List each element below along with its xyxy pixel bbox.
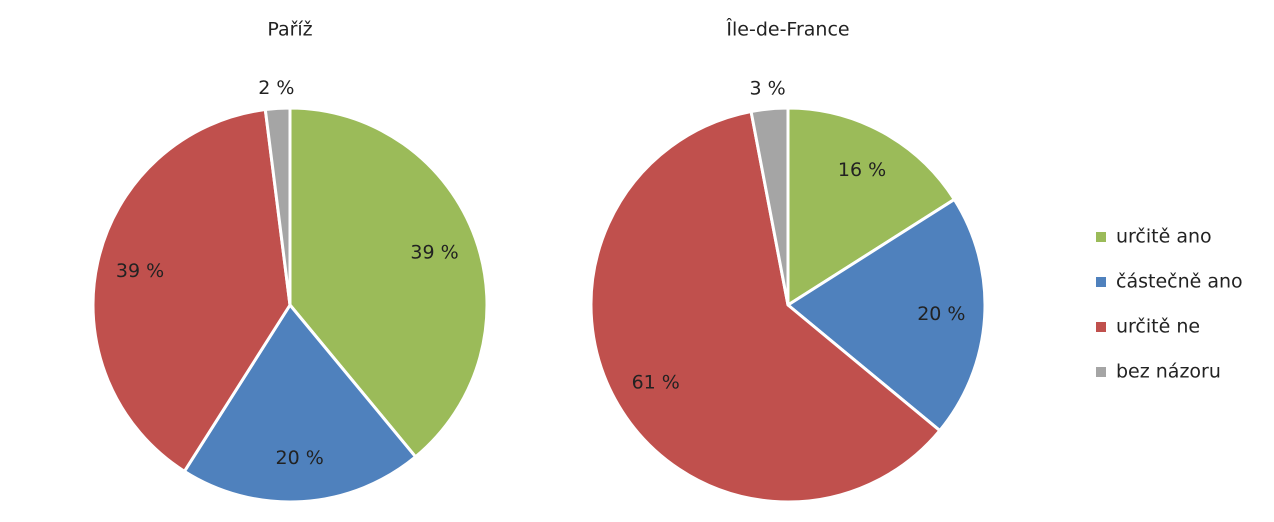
- legend-swatch: [1096, 322, 1106, 332]
- pie-slice: [786, 106, 956, 307]
- legend-label: bez názoru: [1116, 361, 1221, 383]
- pie-slice: [263, 106, 292, 307]
- legend-label: určitě ano: [1116, 226, 1212, 248]
- legend-swatch: [1096, 232, 1106, 242]
- pie-slice: [182, 303, 418, 504]
- data-label: 20 %: [276, 447, 324, 469]
- pie-slice: [786, 197, 987, 433]
- legend-swatch: [1096, 277, 1106, 287]
- pie-slice: [288, 106, 489, 459]
- chart-title: Île-de-France: [725, 18, 849, 41]
- pie-slice: [589, 109, 942, 504]
- data-label: 39 %: [116, 260, 164, 282]
- chart-title: Paříž: [267, 19, 312, 41]
- data-label: 16 %: [838, 159, 886, 181]
- data-label: 2 %: [258, 77, 294, 99]
- legend-label: částečně ano: [1116, 271, 1243, 293]
- legend-swatch: [1096, 367, 1106, 377]
- pie-slice: [749, 106, 790, 307]
- data-label: 20 %: [917, 303, 965, 325]
- pie-slice: [91, 108, 292, 473]
- data-label: 39 %: [410, 241, 458, 263]
- data-label: 61 %: [632, 372, 680, 394]
- legend-label: určitě ne: [1116, 316, 1200, 338]
- data-label: 3 %: [749, 77, 785, 99]
